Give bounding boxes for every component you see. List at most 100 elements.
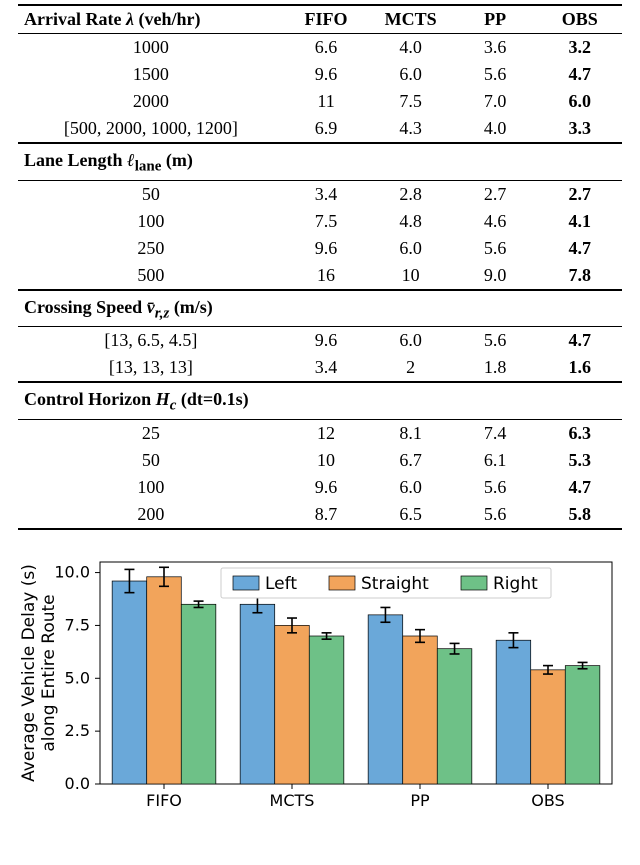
bar xyxy=(112,581,147,784)
bar xyxy=(181,604,216,784)
cell-fifo: 6.6 xyxy=(284,34,369,62)
results-table: Arrival Rate λ (veh/hr) FIFO MCTS PP OBS… xyxy=(18,4,622,530)
svg-text:MCTS: MCTS xyxy=(270,791,315,810)
svg-text:OBS: OBS xyxy=(531,791,564,810)
cell-mcts: 4.3 xyxy=(368,115,453,143)
cell-fifo: 3.4 xyxy=(284,354,369,382)
row-label: [500, 2000, 1000, 1200] xyxy=(18,115,284,143)
cell-pp: 2.7 xyxy=(453,180,538,208)
col-pp: PP xyxy=(453,5,538,34)
svg-text:PP: PP xyxy=(410,791,430,810)
cell-fifo: 12 xyxy=(284,419,369,447)
cell-obs: 4.7 xyxy=(537,61,622,88)
cell-pp: 7.0 xyxy=(453,88,538,115)
cell-obs: 4.7 xyxy=(537,474,622,501)
cell-pp: 3.6 xyxy=(453,34,538,62)
cell-obs: 5.3 xyxy=(537,447,622,474)
cell-mcts: 2.8 xyxy=(368,180,453,208)
cell-pp: 4.6 xyxy=(453,208,538,235)
cell-fifo: 16 xyxy=(284,262,369,290)
cell-fifo: 9.6 xyxy=(284,327,369,355)
table-header-row: Arrival Rate λ (veh/hr) FIFO MCTS PP OBS xyxy=(18,5,622,34)
section-header: Lane Length ℓlane (m) xyxy=(18,143,622,180)
cell-mcts: 6.5 xyxy=(368,501,453,529)
table-row: 2000117.57.06.0 xyxy=(18,88,622,115)
svg-text:Left: Left xyxy=(265,574,297,594)
cell-mcts: 4.0 xyxy=(368,34,453,62)
cell-mcts: 6.0 xyxy=(368,327,453,355)
row-label: 1000 xyxy=(18,34,284,62)
cell-mcts: 6.7 xyxy=(368,447,453,474)
cell-obs: 4.1 xyxy=(537,208,622,235)
svg-text:along Entire Route: along Entire Route xyxy=(39,594,59,751)
cell-obs: 4.7 xyxy=(537,327,622,355)
svg-text:10.0: 10.0 xyxy=(54,562,90,581)
cell-fifo: 10 xyxy=(284,447,369,474)
bar xyxy=(496,640,531,784)
cell-pp: 5.6 xyxy=(453,61,538,88)
cell-mcts: 6.0 xyxy=(368,474,453,501)
cell-mcts: 6.0 xyxy=(368,235,453,262)
cell-pp: 9.0 xyxy=(453,262,538,290)
row-label: 250 xyxy=(18,235,284,262)
cell-pp: 5.6 xyxy=(453,474,538,501)
row-label: 100 xyxy=(18,474,284,501)
cell-obs: 2.7 xyxy=(537,180,622,208)
cell-pp: 5.6 xyxy=(453,235,538,262)
cell-fifo: 11 xyxy=(284,88,369,115)
cell-obs: 5.8 xyxy=(537,501,622,529)
bar xyxy=(403,636,438,784)
cell-obs: 3.3 xyxy=(537,115,622,143)
table-row: 503.42.82.72.7 xyxy=(18,180,622,208)
cell-fifo: 9.6 xyxy=(284,474,369,501)
row-label: [13, 6.5, 4.5] xyxy=(18,327,284,355)
table-row: 50106.76.15.3 xyxy=(18,447,622,474)
svg-text:Average Vehicle Delay (s): Average Vehicle Delay (s) xyxy=(19,564,39,782)
svg-text:Right: Right xyxy=(493,574,538,594)
row-label: 2000 xyxy=(18,88,284,115)
cell-pp: 5.6 xyxy=(453,327,538,355)
cell-fifo: 6.9 xyxy=(284,115,369,143)
cell-fifo: 3.4 xyxy=(284,180,369,208)
svg-text:5.0: 5.0 xyxy=(65,668,90,687)
section-header: Crossing Speed v̄r,z (m/s) xyxy=(18,290,622,327)
col-mcts: MCTS xyxy=(368,5,453,34)
cell-fifo: 8.7 xyxy=(284,501,369,529)
cell-pp: 5.6 xyxy=(453,501,538,529)
row-label: 25 xyxy=(18,419,284,447)
row-label: 50 xyxy=(18,180,284,208)
table-container: Arrival Rate λ (veh/hr) FIFO MCTS PP OBS… xyxy=(0,0,640,540)
cell-pp: 6.1 xyxy=(453,447,538,474)
cell-fifo: 9.6 xyxy=(284,235,369,262)
svg-text:7.5: 7.5 xyxy=(65,615,90,634)
row-label: 500 xyxy=(18,262,284,290)
row-label: 50 xyxy=(18,447,284,474)
table-row: 15009.66.05.64.7 xyxy=(18,61,622,88)
table-row: 1009.66.05.64.7 xyxy=(18,474,622,501)
cell-obs: 3.2 xyxy=(537,34,622,62)
table-row: 25128.17.46.3 xyxy=(18,419,622,447)
bar xyxy=(275,625,310,784)
table-row: [500, 2000, 1000, 1200]6.94.34.03.3 xyxy=(18,115,622,143)
cell-obs: 1.6 xyxy=(537,354,622,382)
cell-obs: 6.3 xyxy=(537,419,622,447)
row-label: [13, 13, 13] xyxy=(18,354,284,382)
bar xyxy=(368,615,403,784)
cell-pp: 1.8 xyxy=(453,354,538,382)
bar xyxy=(240,604,275,784)
chart-container: 0.02.55.07.510.0Average Vehicle Delay (s… xyxy=(0,540,640,814)
cell-mcts: 4.8 xyxy=(368,208,453,235)
cell-obs: 6.0 xyxy=(537,88,622,115)
cell-pp: 4.0 xyxy=(453,115,538,143)
table-row: 1007.54.84.64.1 xyxy=(18,208,622,235)
row-label: 100 xyxy=(18,208,284,235)
cell-obs: 4.7 xyxy=(537,235,622,262)
svg-text:0.0: 0.0 xyxy=(65,774,90,793)
svg-text:Straight: Straight xyxy=(361,574,429,594)
row-label: 200 xyxy=(18,501,284,529)
col-obs: OBS xyxy=(537,5,622,34)
table-row: [13, 6.5, 4.5]9.66.05.64.7 xyxy=(18,327,622,355)
cell-mcts: 7.5 xyxy=(368,88,453,115)
col-param: Arrival Rate λ (veh/hr) xyxy=(18,5,284,34)
table-row: 2509.66.05.64.7 xyxy=(18,235,622,262)
